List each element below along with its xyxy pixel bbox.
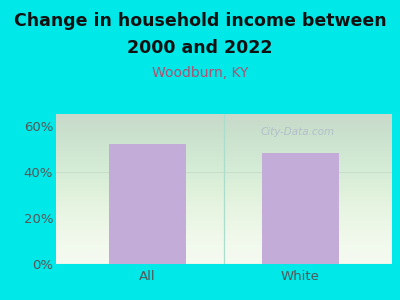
- Bar: [110, 144, 186, 264]
- Text: Change in household income between: Change in household income between: [14, 12, 386, 30]
- Text: 2000 and 2022: 2000 and 2022: [127, 39, 273, 57]
- Text: City-Data.com: City-Data.com: [261, 127, 335, 137]
- Text: Woodburn, KY: Woodburn, KY: [152, 66, 248, 80]
- Bar: [262, 153, 338, 264]
